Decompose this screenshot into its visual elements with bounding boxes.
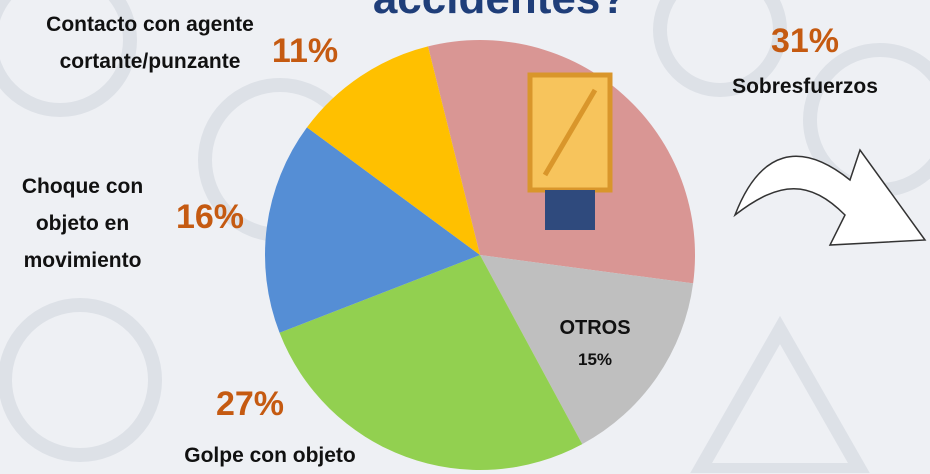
category-label: OTROS: [559, 317, 631, 339]
pie-slice: [265, 127, 480, 333]
pie-slice: [279, 255, 583, 470]
crate-icon: [527, 72, 613, 230]
value-label: 31%: [770, 22, 840, 60]
value-label: 27%: [215, 385, 285, 423]
value-label: 16%: [175, 198, 245, 236]
category-label: Contacto con agente cortante/punzante: [46, 13, 254, 73]
arrow-drawing: [733, 148, 927, 246]
pie: [265, 40, 695, 470]
chart-title: accidentes?: [300, 0, 700, 24]
category-label: Sobresfuerzos: [732, 75, 878, 98]
pie-slice: [306, 46, 480, 256]
value-label: 15%: [577, 350, 613, 369]
value-label: 11%: [271, 32, 339, 70]
category-label: Choque con objeto en movimiento: [21, 175, 144, 272]
pie-slice: [480, 255, 694, 445]
category-label: Golpe con objeto: [184, 444, 356, 467]
